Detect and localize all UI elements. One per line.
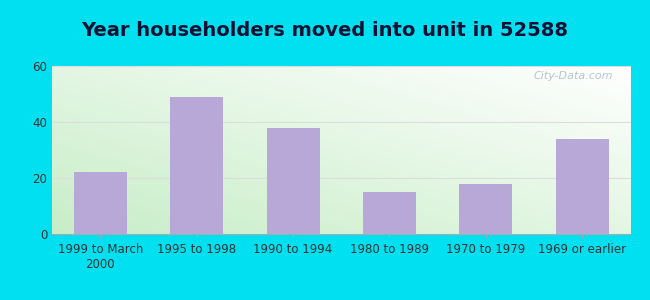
Bar [170, 97, 223, 234]
Bar [73, 172, 127, 234]
Bar [460, 184, 512, 234]
Text: City-Data.com: City-Data.com [534, 71, 613, 81]
Bar [266, 128, 320, 234]
Bar [363, 192, 416, 234]
Text: Year householders moved into unit in 52588: Year householders moved into unit in 525… [81, 21, 569, 40]
Bar [556, 139, 609, 234]
